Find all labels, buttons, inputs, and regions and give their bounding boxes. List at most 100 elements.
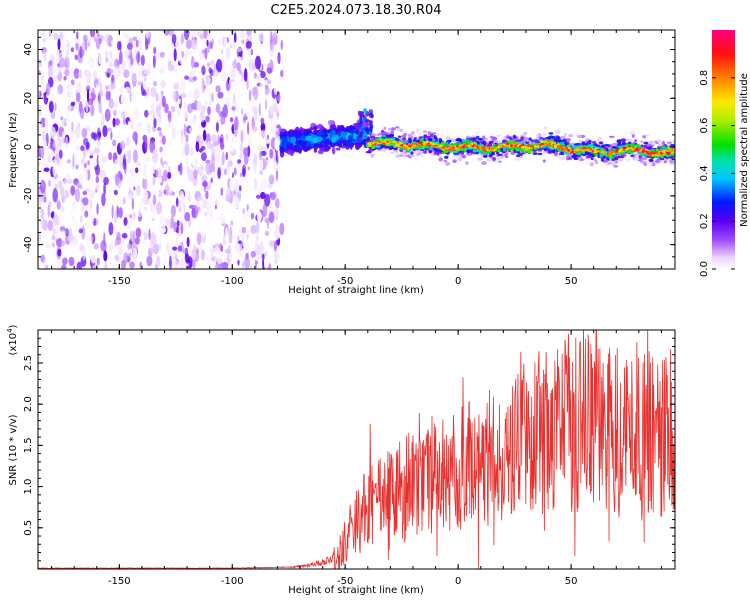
spectrogram-noise-speckle bbox=[50, 140, 53, 150]
spectrogram-noise-speckle bbox=[187, 168, 194, 182]
spectrogram-noise-speckle bbox=[96, 137, 101, 148]
spectrogram-noise-speckle bbox=[176, 210, 179, 217]
spectrogram-noise-speckle bbox=[156, 201, 163, 215]
spectrogram-signal-blob bbox=[383, 126, 387, 130]
spectrogram-noise-speckle bbox=[62, 257, 68, 265]
spectrogram-signal-blob bbox=[460, 151, 465, 155]
spectrogram-transition-blob bbox=[281, 153, 285, 157]
spectrogram-noise-speckle bbox=[108, 61, 113, 67]
spectrogram-noise-speckle bbox=[202, 181, 208, 188]
spectrogram-signal-blob bbox=[393, 149, 399, 153]
spectrogram-noise-speckle bbox=[70, 185, 76, 196]
spectrogram-noise-speckle bbox=[112, 139, 117, 147]
spectrogram-noise-speckle bbox=[76, 261, 83, 269]
spectrogram-noise-speckle bbox=[246, 30, 252, 36]
spectrogram-noise-speckle bbox=[155, 235, 162, 245]
spectrogram-noise-speckle bbox=[152, 243, 160, 255]
spectrogram-signal-blob bbox=[568, 134, 573, 138]
spectrogram-noise-speckle bbox=[84, 38, 88, 52]
spectrogram-signal-blob bbox=[610, 163, 615, 166]
spectrogram-noise-speckle bbox=[160, 157, 163, 165]
spectrogram-noise-speckle bbox=[95, 38, 101, 50]
spectrogram-noise-speckle bbox=[60, 229, 66, 242]
spectrogram-signal-blob bbox=[602, 160, 608, 163]
spectrogram-noise-speckle bbox=[73, 138, 76, 145]
spectrogram-signal-blob bbox=[464, 147, 468, 149]
spectrogram-noise-speckle bbox=[242, 164, 247, 176]
spectrogram-signal-blob bbox=[465, 161, 469, 166]
spectrogram-transition-blob bbox=[370, 124, 374, 129]
spectrogram-signal-blob bbox=[672, 139, 675, 144]
spectrogram-noise-speckle bbox=[233, 167, 237, 176]
spectrogram-noise-speckle bbox=[165, 183, 170, 197]
spectrogram-signal-blob bbox=[631, 133, 635, 138]
spectrogram-noise-speckle bbox=[44, 116, 49, 128]
spectrogram-noise-speckle bbox=[104, 261, 108, 269]
spectrogram-noise-speckle bbox=[258, 140, 263, 150]
spectrogram-noise-speckle bbox=[215, 199, 219, 207]
spectrogram-noise-speckle bbox=[229, 178, 236, 192]
spectrogram-noise-speckle bbox=[108, 242, 114, 252]
spectrogram-noise-speckle bbox=[164, 103, 169, 114]
spectrogram-noise-speckle bbox=[77, 81, 81, 91]
spectrogram-signal-blob bbox=[496, 156, 501, 161]
spectrogram-noise-speckle bbox=[110, 81, 116, 90]
spectrogram-noise-speckle bbox=[155, 105, 161, 116]
spectrogram-signal-blob bbox=[502, 146, 507, 150]
spectrogram-signal-blob bbox=[627, 151, 632, 154]
spectrogram-signal-blob bbox=[427, 131, 431, 136]
spectrogram-noise-speckle bbox=[135, 39, 139, 48]
spectrogram-signal-blob bbox=[494, 140, 498, 143]
spectrogram-noise-speckle bbox=[170, 205, 177, 217]
spectrogram-signal-blob bbox=[594, 160, 599, 165]
spectrogram-noise-speckle bbox=[118, 207, 123, 219]
spectrogram-transition-blob bbox=[348, 135, 353, 141]
spectrogram-noise-speckle bbox=[190, 55, 195, 69]
spectrogram-signal-blob bbox=[639, 140, 644, 143]
spectrogram-noise-speckle bbox=[192, 258, 196, 269]
spectrogram-transition-blob bbox=[282, 138, 289, 146]
spectrogram-transition-blob bbox=[359, 111, 364, 118]
spectrogram-signal-blob bbox=[466, 139, 470, 142]
spectrogram-noise-speckle bbox=[262, 253, 265, 268]
spectrogram-signal-blob bbox=[611, 157, 616, 162]
spectrogram-signal-blob bbox=[558, 157, 564, 160]
spectrogram-noise-speckle bbox=[244, 211, 251, 225]
spectrogram-noise-speckle bbox=[198, 135, 203, 142]
spectrogram-noise-speckle bbox=[186, 156, 189, 168]
spectrogram-noise-speckle bbox=[78, 101, 83, 114]
spectrogram-transition-blob bbox=[288, 133, 292, 138]
spectrogram-noise-speckle bbox=[161, 135, 166, 145]
spectrogram-noise-speckle bbox=[180, 93, 187, 99]
spectrogram-signal-blob bbox=[430, 146, 434, 149]
spectrogram-noise-speckle bbox=[72, 244, 76, 253]
spectrogram-noise-speckle bbox=[93, 147, 100, 154]
spectrogram-noise-speckle bbox=[106, 72, 111, 78]
spectrogram-noise-speckle bbox=[56, 104, 63, 118]
spectrogram-signal-blob bbox=[544, 138, 548, 142]
spectrogram-signal-blob bbox=[481, 161, 487, 165]
spectrogram-noise-speckle bbox=[120, 59, 127, 72]
spectrogram-noise-speckle bbox=[87, 60, 94, 69]
spectrogram-noise-speckle bbox=[89, 157, 95, 167]
spectrogram-noise-speckle bbox=[125, 213, 129, 218]
spectrogram-noise-speckle bbox=[235, 73, 242, 78]
spectrogram-signal-blob bbox=[631, 142, 636, 146]
spectrogram-noise-speckle bbox=[132, 36, 138, 42]
spectrogram-noise-speckle bbox=[264, 98, 268, 110]
spectrogram-signal-blob bbox=[387, 127, 392, 131]
spectrogram-noise-speckle bbox=[207, 106, 211, 116]
spectrogram-noise-speckle bbox=[142, 190, 149, 200]
spectrogram-transition-blob bbox=[313, 148, 317, 153]
spectrogram-noise-speckle bbox=[95, 83, 99, 95]
spectrogram-noise-speckle bbox=[201, 249, 205, 261]
spectrogram-noise-speckle bbox=[38, 123, 43, 131]
spectrogram-noise-speckle bbox=[214, 147, 221, 162]
spectrogram-noise-speckle bbox=[96, 127, 101, 141]
spectrogram-signal-blob bbox=[509, 139, 514, 142]
spectrogram-signal-blob bbox=[456, 148, 461, 152]
spectrogram-noise-speckle bbox=[51, 235, 55, 240]
spectrogram-signal-blob bbox=[528, 137, 532, 141]
spectrogram-noise-speckle bbox=[260, 117, 265, 125]
